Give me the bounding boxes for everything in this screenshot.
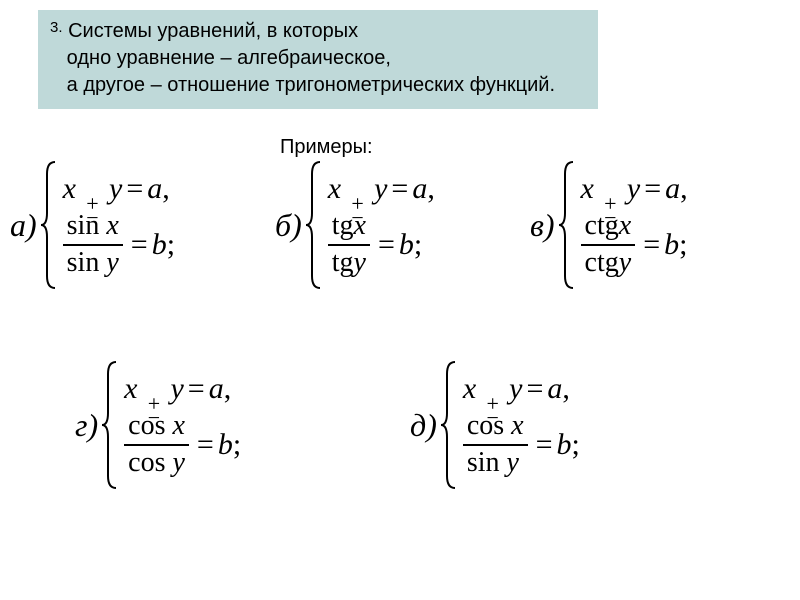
system-v: в) x y=a, ctgx ctgy =b;	[530, 160, 688, 290]
brace-icon	[439, 360, 459, 490]
brace-icon	[304, 160, 324, 290]
equation-1: x y=a,	[328, 172, 435, 205]
equation-1: x y=a,	[63, 172, 175, 205]
system-body: x y=a, cos x cos y =b;	[124, 372, 241, 479]
system-label: а)	[10, 207, 37, 244]
header-line1: Системы уравнений, в которых	[68, 20, 358, 42]
brace-icon	[100, 360, 120, 490]
system-d: д) x y=a, cos x sin y =b;	[410, 360, 580, 490]
header-line2: одно уравнение – алгебраическое,	[67, 47, 391, 69]
equation-row-2: г) x y=a, cos x cos y =b; д) x y=a, cos x…	[0, 360, 800, 510]
system-b: б) x y=a, tgx tgy =b;	[275, 160, 435, 290]
system-body: x y=a, sin x sin y =b;	[63, 172, 175, 279]
system-label: б)	[275, 207, 302, 244]
system-label: в)	[530, 207, 555, 244]
system-a: а) x y=a, sin x sin y =b;	[10, 160, 175, 290]
equation-2: tgx tgy =b;	[328, 211, 435, 279]
header-number: 3.	[50, 19, 63, 36]
equation-row-1: а) x y=a, sin x sin y =b; б) x y=a, tgx t…	[0, 160, 800, 310]
equation-2: sin x sin y =b;	[63, 211, 175, 279]
system-g: г) x y=a, cos x cos y =b;	[75, 360, 241, 490]
equation-1: x y=a,	[124, 372, 241, 405]
system-label: д)	[410, 407, 437, 444]
header-line3: а другое – отношение тригонометрических …	[67, 74, 555, 96]
equation-2: cos x sin y =b;	[463, 411, 580, 479]
equation-2: cos x cos y =b;	[124, 411, 241, 479]
system-body: x y=a, ctgx ctgy =b;	[581, 172, 688, 279]
system-label: г)	[75, 407, 98, 444]
system-body: x y=a, tgx tgy =b;	[328, 172, 435, 279]
equation-2: ctgx ctgy =b;	[581, 211, 688, 279]
brace-icon	[557, 160, 577, 290]
header-box: 3. Системы уравнений, в которых одно ура…	[38, 10, 598, 109]
examples-label: Примеры:	[280, 136, 373, 159]
brace-icon	[39, 160, 59, 290]
equation-1: x y=a,	[463, 372, 580, 405]
equation-1: x y=a,	[581, 172, 688, 205]
system-body: x y=a, cos x sin y =b;	[463, 372, 580, 479]
